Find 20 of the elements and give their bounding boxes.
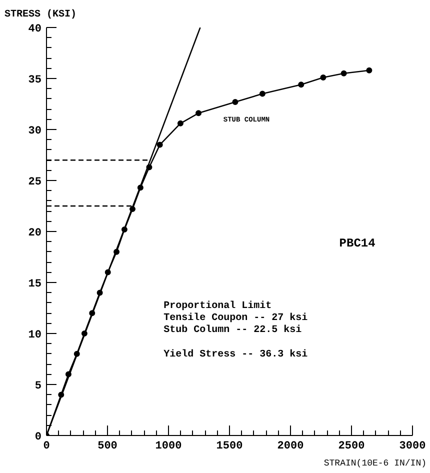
x-tick-label: 2000 <box>277 440 304 452</box>
y-tick-label: 40 <box>28 24 42 36</box>
annotation: PBC14 <box>339 236 376 251</box>
y-tick-label: 30 <box>28 126 42 138</box>
x-tick-label: 3000 <box>399 440 426 452</box>
y-tick-label: 5 <box>34 380 42 392</box>
y-tick-label: 25 <box>28 176 42 188</box>
x-tick-label: 2500 <box>338 440 365 452</box>
y-tick-label: 15 <box>28 278 42 290</box>
x-tick-label: 1500 <box>216 440 243 452</box>
x-tick-label: 1000 <box>155 440 182 452</box>
x-tick-label: 0 <box>43 440 50 452</box>
y-tick-label: 20 <box>28 228 42 240</box>
x-axis-title: STRAIN(10E-6 IN/IN) <box>324 458 427 468</box>
y-axis-title: STRESS (KSI) <box>4 8 77 20</box>
y-tick-label: 35 <box>28 74 42 86</box>
y-tick-label: 0 <box>34 432 42 444</box>
text: Proportional Limit Tensile Coupon -- 27 ksi Stub Column -- 22.5 ksi Yield Stress -- 36.3 ksi <box>164 300 308 360</box>
x-tick-label: 500 <box>98 440 118 452</box>
y-tick-label: 10 <box>28 330 42 342</box>
